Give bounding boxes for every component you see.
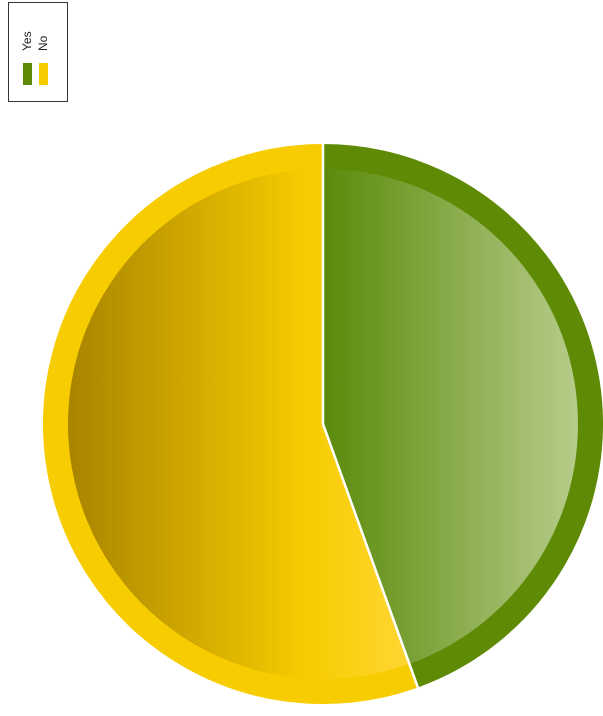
pie-slice-no-inner	[68, 169, 410, 679]
legend-swatch-yes	[23, 63, 32, 85]
legend-swatch-no	[39, 63, 48, 85]
pie-slice-yes-inner	[323, 169, 579, 664]
slice-divider	[321, 423, 420, 689]
chart-legend: Yes No	[8, 2, 68, 102]
